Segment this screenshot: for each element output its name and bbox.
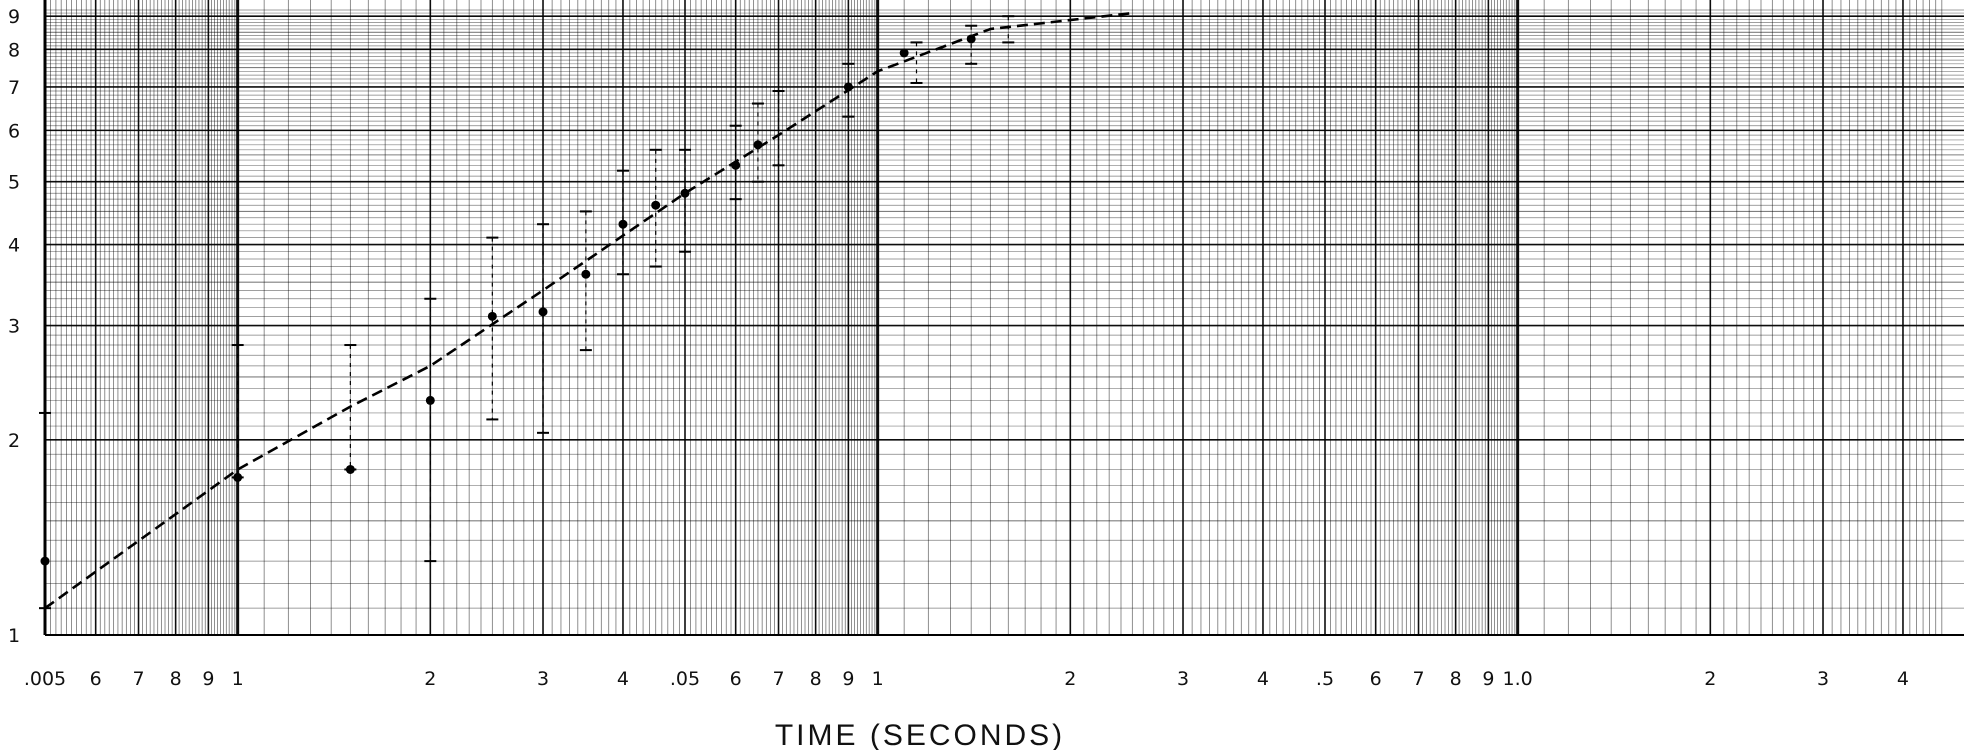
x-tick-label: 4 bbox=[1257, 668, 1269, 690]
grid-layer bbox=[43, 0, 1964, 636]
data-point bbox=[680, 188, 690, 198]
data-point bbox=[753, 140, 763, 150]
x-tick-label: 3 bbox=[1177, 668, 1189, 690]
x-tick-label: 3 bbox=[537, 668, 549, 690]
y-tick-label: 8 bbox=[8, 39, 20, 61]
y-tick-label: 5 bbox=[8, 172, 20, 194]
x-tick-label: 2 bbox=[1064, 668, 1076, 690]
data-point bbox=[425, 395, 435, 405]
data-point bbox=[899, 48, 909, 58]
data-point bbox=[538, 307, 548, 317]
x-tick-label: 6 bbox=[1370, 668, 1382, 690]
x-tick-label: 7 bbox=[772, 668, 784, 690]
y-tick-label: 6 bbox=[8, 120, 20, 142]
data-point bbox=[843, 82, 853, 92]
x-tick-label: 6 bbox=[730, 668, 742, 690]
x-tick-label: 6 bbox=[90, 668, 102, 690]
x-tick-label: 9 bbox=[842, 668, 854, 690]
y-tick-label: 4 bbox=[8, 235, 20, 257]
y-tick-label: 3 bbox=[8, 316, 20, 338]
x-tick-label: 1 bbox=[232, 668, 244, 690]
y-tick-label: 9 bbox=[8, 6, 20, 28]
x-tick-label: 7 bbox=[1412, 668, 1424, 690]
x-tick-label: 4 bbox=[1897, 668, 1909, 690]
data-point bbox=[40, 556, 50, 566]
x-tick-label: 3 bbox=[1817, 668, 1829, 690]
data-point bbox=[233, 472, 243, 482]
error-bar-layer bbox=[39, 15, 1015, 610]
y-tick-label: 1 bbox=[8, 625, 20, 647]
x-tick-label: .005 bbox=[24, 668, 66, 690]
x-axis-title: TIME (SECONDS) bbox=[775, 719, 1065, 750]
data-point bbox=[966, 34, 976, 44]
data-point bbox=[581, 269, 591, 279]
x-tick-label: 2 bbox=[424, 668, 436, 690]
data-point-layer bbox=[40, 34, 976, 566]
x-tick-label: 2 bbox=[1704, 668, 1716, 690]
x-tick-label: 8 bbox=[810, 668, 822, 690]
data-point bbox=[651, 200, 661, 210]
data-point bbox=[731, 160, 741, 170]
x-tick-label: 8 bbox=[1450, 668, 1462, 690]
x-tick-labels: .005 6 7 8 9 1 2 3 4.05 6 7 8 9 1 2 3 4.5 6 7 8 9 1.0 2 3 4 bbox=[24, 668, 1909, 690]
x-tick-label: 7 bbox=[132, 668, 144, 690]
y-tick-labels: 1 2 3 4 5 6 7 8 9 bbox=[8, 6, 20, 647]
x-tick-label: .05 bbox=[670, 668, 700, 690]
x-tick-label: .5 bbox=[1316, 668, 1334, 690]
y-tick-label: 7 bbox=[8, 77, 20, 99]
data-point bbox=[487, 311, 497, 321]
data-point bbox=[618, 219, 628, 229]
x-tick-label: 4 bbox=[617, 668, 629, 690]
data-point bbox=[345, 464, 355, 474]
y-tick-label: 2 bbox=[8, 430, 20, 452]
x-tick-label: 9 bbox=[1482, 668, 1494, 690]
x-tick-label: 1 bbox=[872, 668, 884, 690]
x-tick-label: 8 bbox=[170, 668, 182, 690]
x-tick-label: 9 bbox=[202, 668, 214, 690]
x-tick-label: 1.0 bbox=[1503, 668, 1533, 690]
